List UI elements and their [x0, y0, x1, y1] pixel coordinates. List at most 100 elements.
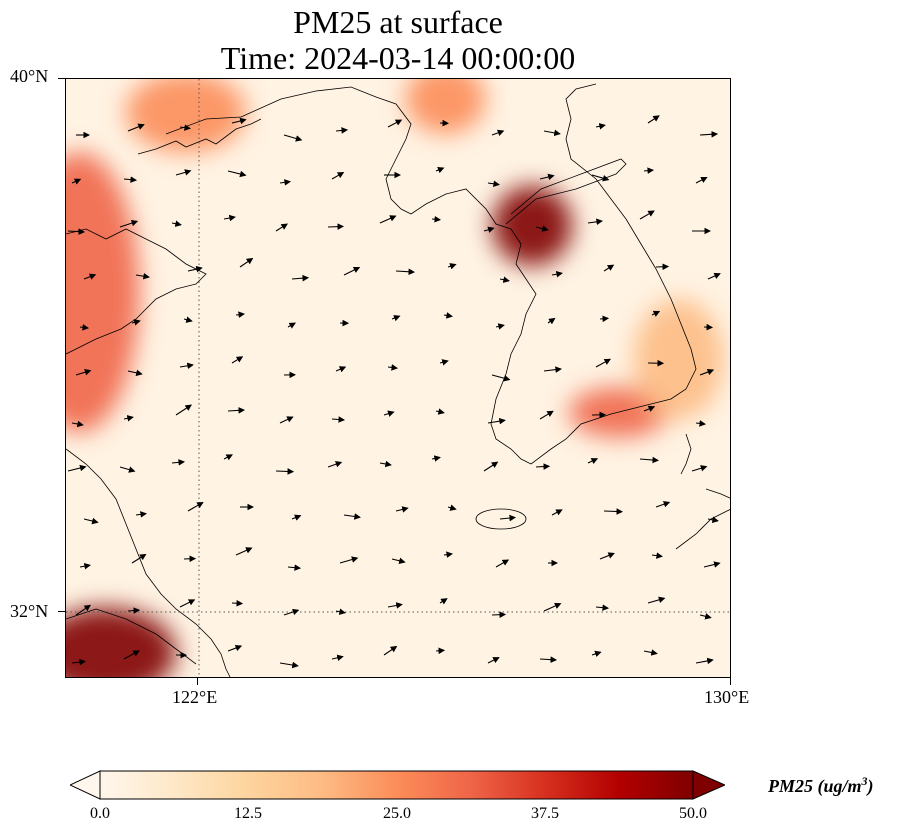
- wind-vector: [595, 604, 610, 611]
- wind-vector: [119, 219, 139, 228]
- coastline-jiangsu: [66, 448, 231, 677]
- wind-vector: [223, 214, 236, 222]
- wind-vector: [79, 324, 90, 331]
- wind-vector: [483, 226, 495, 233]
- wind-vector: [707, 516, 719, 524]
- wind-vector: [335, 127, 349, 134]
- wind-vector: [643, 405, 656, 412]
- wind-vector: [75, 369, 92, 376]
- wind-vector: [699, 368, 715, 376]
- wind-vector: [175, 169, 192, 176]
- colorbar-extend-max: [692, 770, 727, 800]
- wind-vector: [591, 174, 610, 182]
- wind-vector: [235, 547, 253, 556]
- wind-vector: [439, 598, 448, 605]
- wind-vector: [535, 225, 549, 232]
- wind-vector: [79, 562, 91, 570]
- wind-vector: [179, 124, 191, 131]
- wind-vector: [695, 420, 707, 427]
- wind-vector: [539, 173, 555, 181]
- coastline-korea-south: [530, 348, 697, 465]
- border-dmz: [505, 158, 627, 225]
- wind-vector: [275, 468, 295, 475]
- wind-vector: [587, 218, 603, 226]
- wind-vector: [83, 517, 99, 525]
- map-canvas: [66, 79, 730, 677]
- wind-vector: [327, 461, 343, 468]
- wind-vector: [639, 456, 660, 464]
- wind-vector: [431, 215, 442, 223]
- wind-vector: [699, 131, 719, 138]
- wind-vector: [651, 552, 663, 559]
- wind-vector: [647, 596, 666, 604]
- colorbar-svg: [68, 770, 727, 800]
- wind-vector: [279, 179, 291, 186]
- wind-vector: [431, 455, 441, 462]
- wind-vector: [127, 123, 145, 132]
- wind-vector: [75, 604, 91, 616]
- wind-vector: [591, 650, 602, 658]
- wind-vector: [543, 602, 562, 612]
- wind-vector: [135, 272, 150, 280]
- wind-vector: [231, 117, 247, 125]
- lat-label-32n: 32°N: [10, 601, 49, 621]
- wind-vector: [483, 461, 499, 472]
- wind-vector: [643, 167, 655, 174]
- wind-vector: [543, 366, 562, 373]
- pm25-hotspot-shanghai-region: [66, 607, 176, 677]
- wind-vector: [227, 407, 246, 414]
- wind-vector: [131, 319, 141, 326]
- lat-tick-40n: [58, 78, 65, 79]
- coastline-liaoning: [165, 86, 412, 215]
- coastline-jeju: [475, 508, 527, 530]
- wind-vector: [435, 408, 445, 415]
- wind-vector: [123, 650, 140, 660]
- wind-vector: [275, 223, 288, 232]
- colorbar-tick-1: 12.5: [234, 805, 262, 822]
- colorbar: [68, 770, 727, 800]
- wind-vector: [287, 564, 302, 571]
- wind-vector: [335, 608, 346, 615]
- wind-vector: [691, 465, 708, 472]
- map-title-line-1: PM25 at surface: [293, 4, 503, 40]
- wind-vector: [391, 557, 406, 564]
- lon-tick-130e: [730, 678, 731, 685]
- wind-vector: [379, 460, 392, 468]
- wind-vector: [391, 315, 401, 322]
- wind-vector: [603, 508, 624, 515]
- wind-vector: [695, 657, 714, 665]
- wind-vector: [487, 657, 500, 664]
- wind-vector: [227, 170, 247, 178]
- coastline-liaodong-peninsula: [137, 118, 262, 155]
- wind-vector: [71, 420, 84, 428]
- lat-label-40n: 40°N: [10, 66, 49, 86]
- wind-vector: [227, 644, 243, 652]
- wind-vector: [587, 458, 599, 465]
- colorbar-label-close: ): [867, 776, 874, 796]
- wind-vector: [599, 315, 610, 323]
- wind-vector: [447, 263, 457, 270]
- lon-label-122e: 122°E: [172, 687, 218, 707]
- wind-vector: [543, 129, 561, 137]
- wind-vector: [239, 257, 254, 268]
- wind-vector: [695, 176, 708, 184]
- wind-vector: [71, 658, 86, 666]
- wind-vector: [231, 599, 244, 607]
- coastline-tsushima: [680, 433, 692, 475]
- wind-vector: [331, 171, 345, 180]
- gridlines: [66, 79, 730, 677]
- wind-vector: [703, 561, 721, 568]
- wind-vector: [551, 509, 563, 516]
- wind-vector: [499, 514, 517, 522]
- wind-vector: [179, 599, 196, 608]
- wind-vector: [231, 356, 244, 364]
- colorbar-extend-min: [68, 770, 101, 800]
- wind-vector: [171, 220, 182, 227]
- wind-vector: [699, 613, 712, 620]
- wind-vector: [183, 316, 193, 323]
- wind-vector: [123, 415, 134, 422]
- wind-vector: [595, 123, 606, 130]
- wind-vector: [647, 115, 660, 124]
- colorbar-tick-2: 25.0: [383, 805, 411, 822]
- wind-vector: [283, 608, 300, 616]
